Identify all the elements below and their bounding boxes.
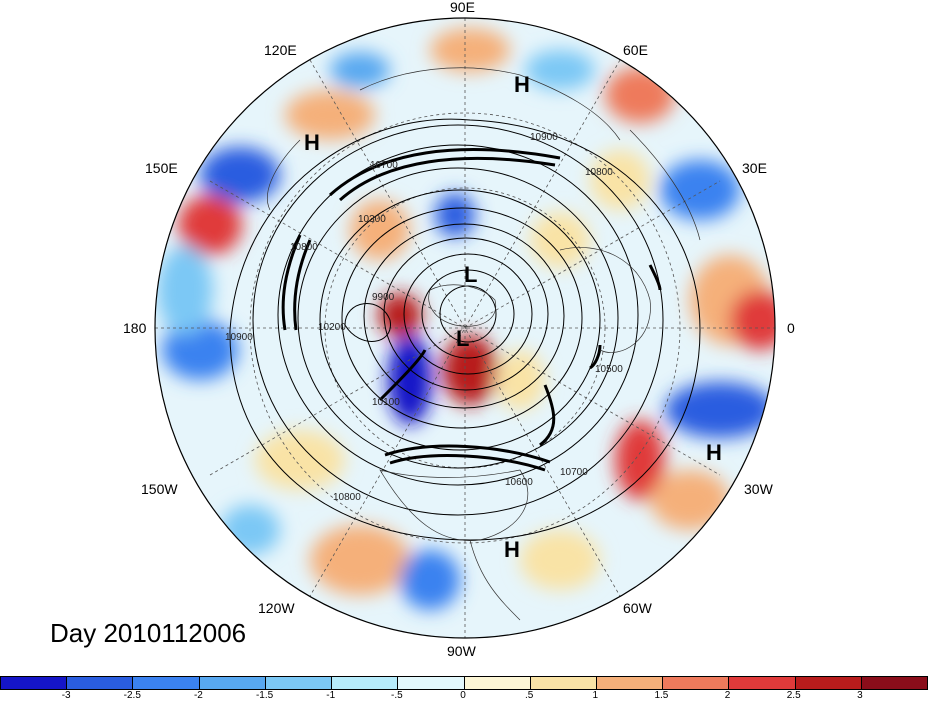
lon-label-60w: 60W bbox=[623, 600, 653, 616]
low-marker: L bbox=[464, 262, 477, 287]
lon-label-0: 0 bbox=[787, 320, 795, 336]
lon-label-90e: 90E bbox=[450, 0, 475, 15]
high-marker: H bbox=[304, 130, 320, 155]
contour-labels: 10900 10800 10700 10300 10800 10200 1090… bbox=[225, 132, 623, 503]
contour-label: 9900 bbox=[372, 292, 395, 303]
colorbar-segment bbox=[795, 677, 862, 689]
colorbar-tick-label: .5 bbox=[524, 690, 534, 701]
colorbar-segment bbox=[265, 677, 333, 689]
polar-stereographic-map: 10900 10800 10700 10300 10800 10200 1090… bbox=[123, 0, 795, 659]
colorbar-tick-label: -2.5 bbox=[123, 690, 141, 701]
colorbar-segment bbox=[398, 677, 465, 689]
contour-label: 10900 bbox=[225, 332, 253, 343]
colorbar-segment bbox=[464, 677, 531, 689]
contour-label: 10800 bbox=[290, 242, 318, 253]
contour-label: 10800 bbox=[333, 492, 361, 503]
pressure-centers: H H H H L L bbox=[304, 72, 722, 562]
contour-label: 10300 bbox=[358, 214, 386, 225]
contour-label: 10100 bbox=[372, 397, 400, 408]
lon-label-180: 180 bbox=[123, 320, 147, 336]
colorbar-tick-label: -2 bbox=[193, 690, 203, 701]
colorbar-tick-label: -3 bbox=[61, 690, 71, 701]
low-marker: L bbox=[456, 326, 469, 351]
colorbar-tick-label: 0 bbox=[460, 690, 466, 701]
high-marker: H bbox=[504, 537, 520, 562]
colorbar-tick-label: 2.5 bbox=[786, 690, 801, 701]
colorbar-segment bbox=[1, 677, 68, 689]
colorbar-segment bbox=[199, 677, 266, 689]
longitude-labels: 90E 60E 30E 0 30W 60W 90W 120W 150W 180 … bbox=[123, 0, 795, 659]
colorbar-tick-label: 1.5 bbox=[654, 690, 669, 701]
lon-label-150w: 150W bbox=[141, 481, 178, 497]
lon-label-150e: 150E bbox=[145, 160, 178, 176]
colorbar-segment bbox=[332, 677, 399, 689]
height-contours bbox=[229, 118, 701, 541]
colorbar-segment bbox=[663, 677, 730, 689]
contour-label: 10600 bbox=[505, 477, 533, 488]
colorbar-tick-label: -.5 bbox=[391, 690, 403, 701]
colorbar-tick-label: -1 bbox=[326, 690, 336, 701]
colorbar-tick-label: 3 bbox=[857, 690, 863, 701]
colorbar-segment bbox=[861, 677, 928, 689]
map-boundary bbox=[154, 17, 776, 639]
colorbar-segment bbox=[133, 677, 200, 689]
anomaly-shading bbox=[155, 18, 775, 638]
lon-label-30e: 30E bbox=[742, 160, 767, 176]
jet-contours bbox=[281, 148, 662, 472]
lon-label-30w: 30W bbox=[744, 481, 774, 497]
date-title: Day 2010112006 bbox=[50, 618, 247, 648]
graticule bbox=[155, 18, 775, 638]
lon-label-120e: 120E bbox=[264, 42, 297, 58]
colorbar-tick-label: 1 bbox=[592, 690, 599, 701]
lon-label-90w: 90W bbox=[447, 643, 477, 659]
contour-label: 10500 bbox=[595, 364, 623, 375]
lon-label-60e: 60E bbox=[623, 42, 648, 58]
high-marker: H bbox=[706, 440, 722, 465]
colorbar-segment bbox=[67, 677, 134, 689]
contour-label: 10700 bbox=[370, 160, 398, 171]
lon-label-120w: 120W bbox=[258, 600, 295, 616]
high-marker: H bbox=[514, 72, 530, 97]
contour-label: 10700 bbox=[560, 467, 588, 478]
colorbar-segment bbox=[530, 677, 597, 689]
colorbar bbox=[0, 676, 928, 690]
contour-label: 10200 bbox=[318, 322, 346, 333]
colorbar-tick-label: -1.5 bbox=[255, 690, 274, 701]
coastlines bbox=[267, 67, 701, 621]
colorbar-ticks: -3 -2.5 -2 -1.5 -1 -.5 0 .5 1 1.5 2 2.5 3 bbox=[0, 690, 928, 702]
colorbar-segment bbox=[729, 677, 796, 689]
contour-label: 10800 bbox=[585, 167, 613, 178]
colorbar-segment bbox=[596, 677, 664, 689]
contour-label: 10900 bbox=[530, 132, 558, 143]
colorbar-tick-label: 2 bbox=[724, 690, 731, 701]
